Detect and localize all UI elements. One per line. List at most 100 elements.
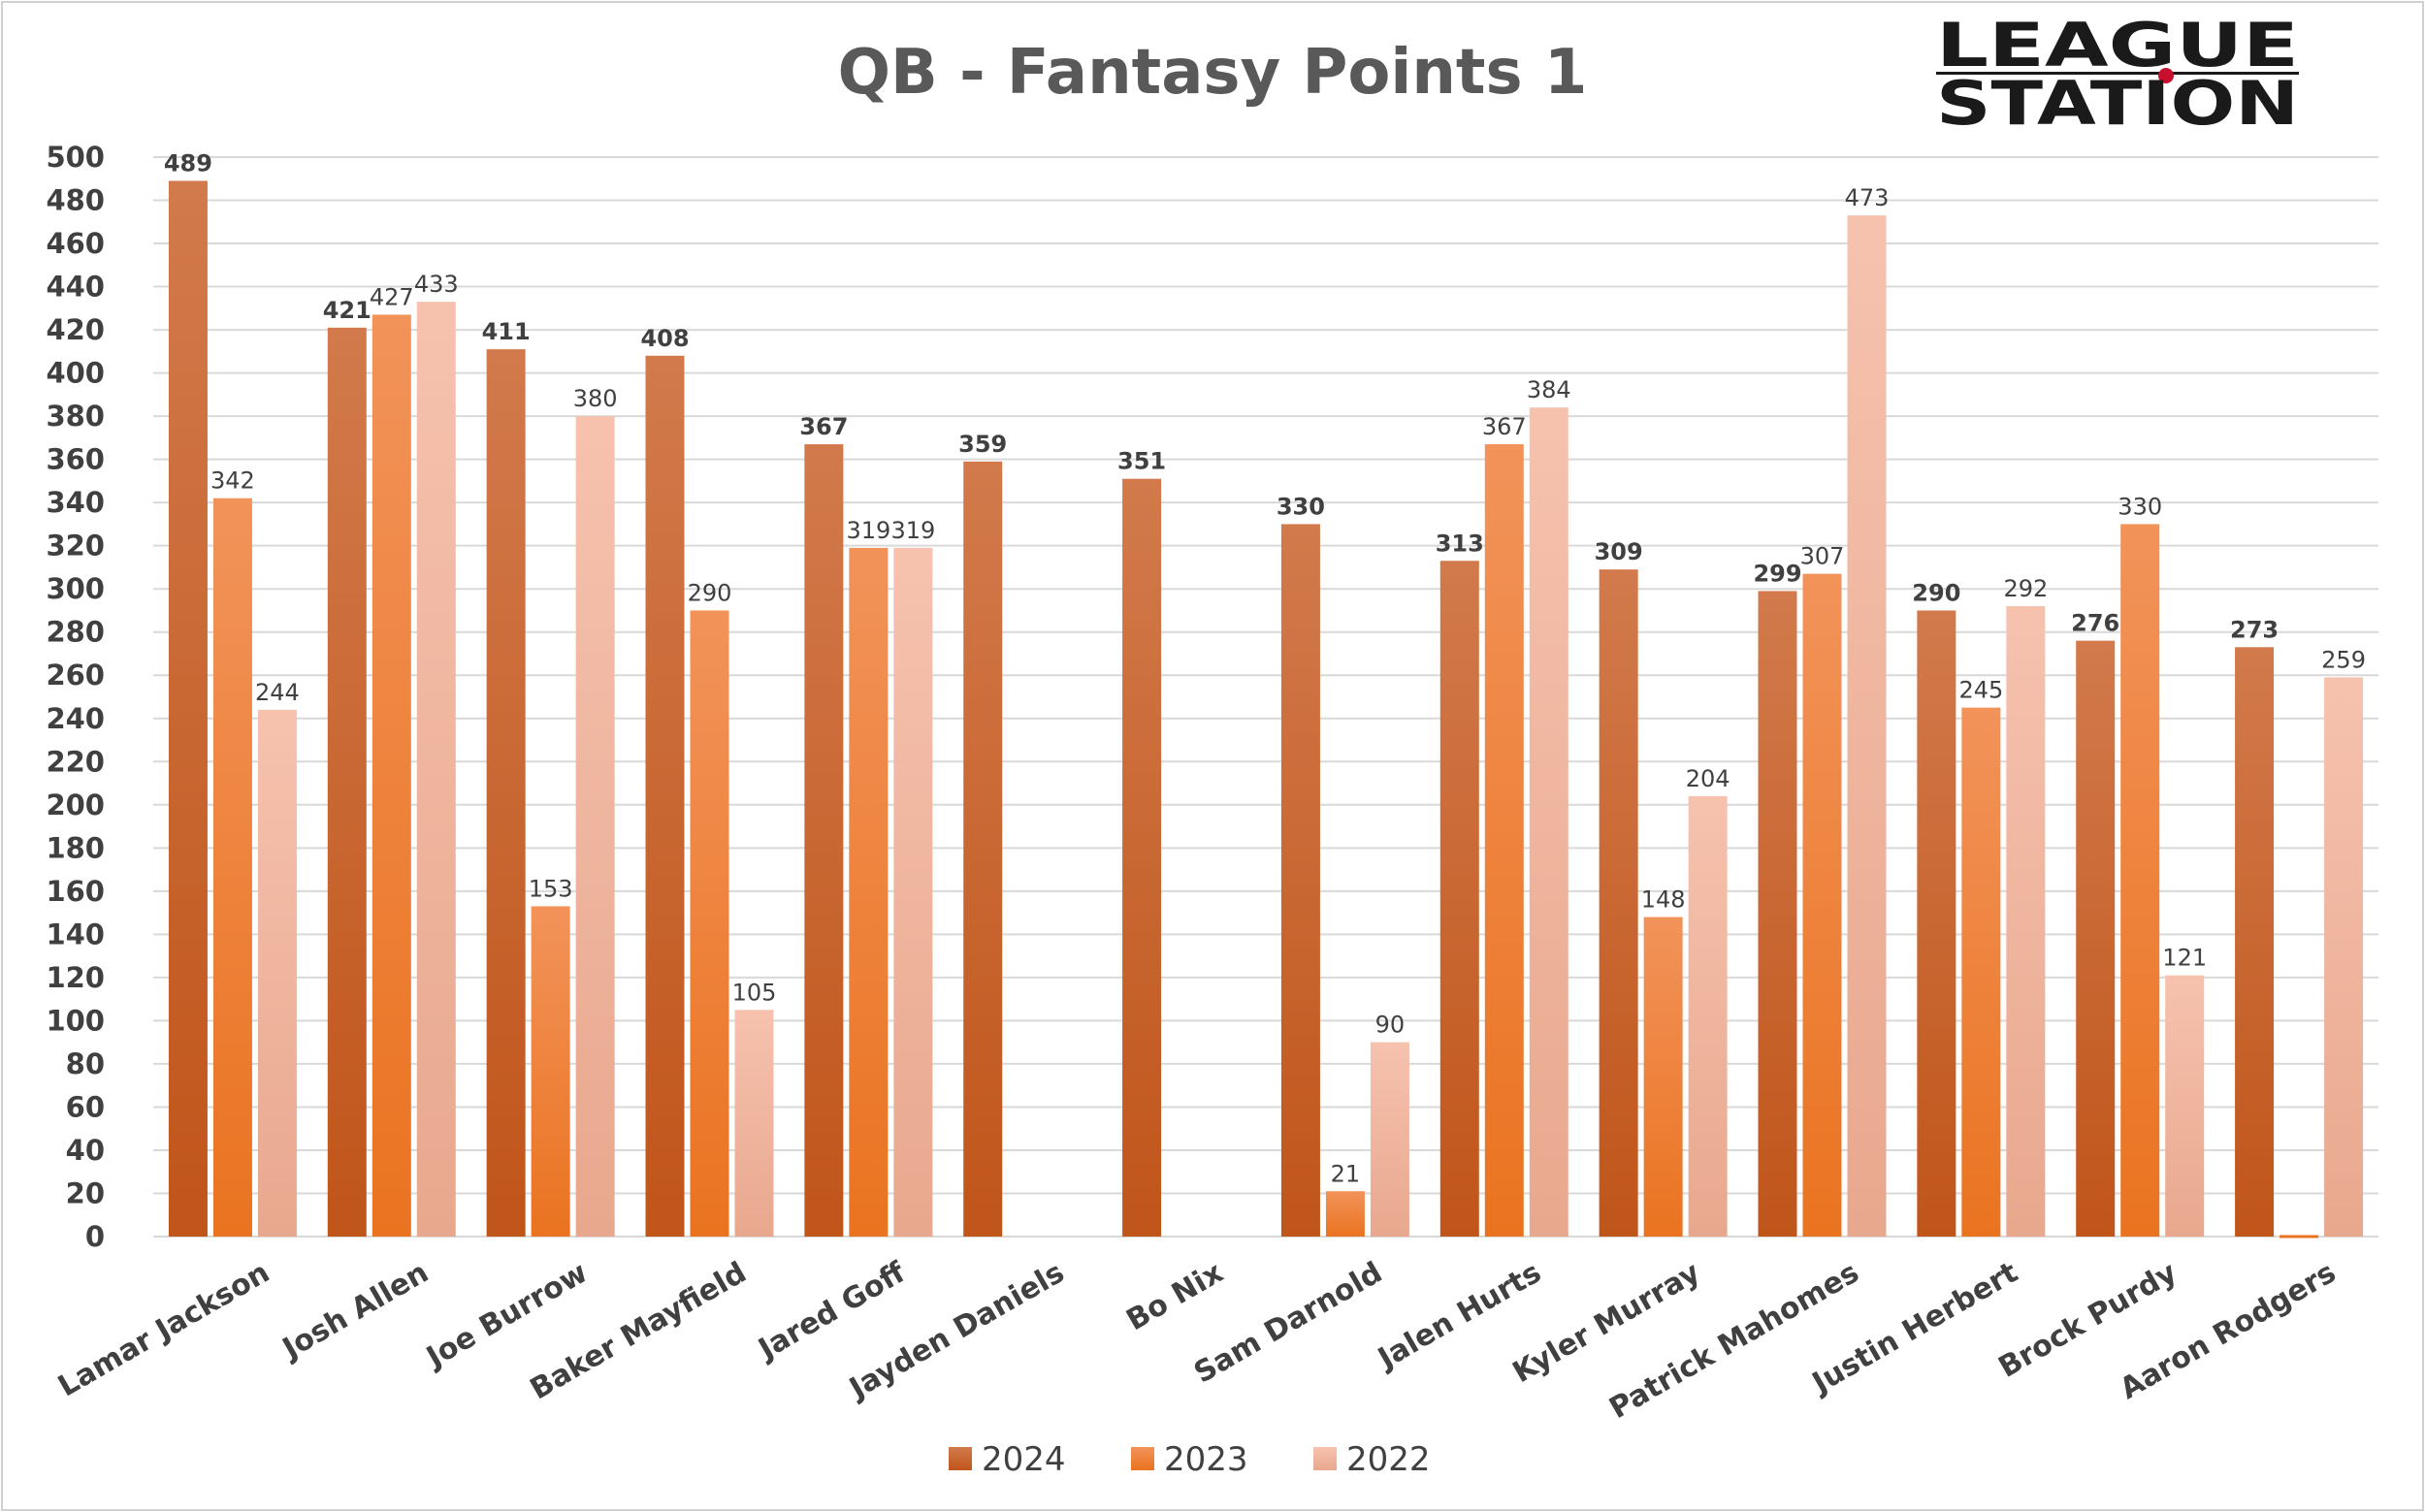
y-tick-label: 340 <box>46 486 105 519</box>
data-label: 473 <box>1845 184 1890 211</box>
bar-2024 <box>963 461 1003 1238</box>
data-label: 421 <box>323 297 372 324</box>
bar-2024 <box>2235 647 2275 1237</box>
data-label: 290 <box>688 579 732 606</box>
logo-divider <box>1936 72 2299 75</box>
y-tick-label: 300 <box>46 572 105 605</box>
data-label: 292 <box>2003 575 2048 602</box>
y-tick-label: 100 <box>46 1004 105 1037</box>
chart-title: QB - Fantasy Points 1 <box>838 37 1588 109</box>
data-label: 384 <box>1527 376 1571 403</box>
bar-2022 <box>257 709 297 1237</box>
bar-2022 <box>893 547 933 1237</box>
data-label: 105 <box>732 979 777 1006</box>
bar-2022 <box>575 416 615 1237</box>
bar-2022 <box>2324 677 2364 1237</box>
bar-2023 <box>1325 1191 1365 1237</box>
data-label: 359 <box>958 431 1007 458</box>
bars <box>168 180 2364 1239</box>
league-station-logo: LEAGUE STATION <box>1936 10 2299 139</box>
bar-2023 <box>531 906 570 1237</box>
legend-label: 2023 <box>1164 1440 1248 1479</box>
y-tick-label: 0 <box>85 1220 105 1253</box>
data-label: 148 <box>1641 886 1686 914</box>
data-label: 330 <box>1277 493 1325 520</box>
data-label: 342 <box>210 467 255 495</box>
bar-2024 <box>1439 561 1479 1237</box>
y-tick-label: 60 <box>66 1090 105 1123</box>
data-label: 273 <box>2230 616 2279 643</box>
logo-dot-icon <box>2158 68 2174 83</box>
bar-2024 <box>804 444 844 1238</box>
bar-2023 <box>849 547 889 1237</box>
data-label: 411 <box>482 318 531 345</box>
bar-2023 <box>1802 573 1842 1237</box>
bar-2024 <box>1599 569 1638 1237</box>
bar-2022 <box>2165 975 2205 1237</box>
data-label: 307 <box>1800 543 1845 570</box>
legend: 2024 2023 2022 <box>949 1440 1431 1479</box>
data-label: 244 <box>255 679 300 706</box>
legend-label: 2024 <box>982 1440 1066 1479</box>
bar-2023 <box>1484 444 1524 1238</box>
data-label: 245 <box>1958 677 2003 704</box>
bar-2024 <box>645 355 685 1237</box>
y-tick-label: 320 <box>46 530 105 563</box>
bar-2024 <box>1917 610 1956 1237</box>
y-tick-label: 120 <box>46 961 105 994</box>
data-label: 489 <box>164 149 212 177</box>
y-tick-label: 160 <box>46 875 105 908</box>
bar-2023 <box>690 610 729 1237</box>
bar-2023 <box>2120 524 2160 1237</box>
data-label: 427 <box>370 283 414 310</box>
y-tick-label: 140 <box>46 917 105 950</box>
y-tick-label: 400 <box>46 357 105 390</box>
y-tick-label: 420 <box>46 313 105 346</box>
y-tick-label: 80 <box>66 1047 105 1080</box>
data-label: 380 <box>573 385 618 412</box>
y-tick-label: 360 <box>46 443 105 476</box>
y-tick-label: 460 <box>46 227 105 260</box>
data-label: 313 <box>1436 530 1484 557</box>
bar-2024 <box>1122 478 1162 1237</box>
bar-2023 <box>1961 707 2001 1237</box>
y-tick-label: 20 <box>66 1176 105 1209</box>
bar-2022 <box>2006 606 2046 1237</box>
logo-line2: STATION <box>1936 68 2299 139</box>
y-tick-label: 440 <box>46 271 105 304</box>
y-tick-label: 240 <box>46 702 105 735</box>
logo-line1: LEAGUE <box>1936 10 2299 80</box>
legend-label: 2022 <box>1346 1440 1431 1479</box>
bar-2022 <box>734 1010 774 1237</box>
data-label: 367 <box>799 413 848 440</box>
y-tick-label: 260 <box>46 659 105 692</box>
data-label: 204 <box>1686 765 1730 792</box>
bar-2022 <box>1688 795 1728 1237</box>
bar-2024 <box>486 349 526 1237</box>
y-tick-label: 380 <box>46 400 105 433</box>
data-label: 153 <box>529 875 573 902</box>
y-tick-label: 200 <box>46 788 105 821</box>
data-label: 90 <box>1375 1012 1406 1039</box>
y-tick-label: 180 <box>46 831 105 864</box>
legend-swatch <box>1313 1447 1337 1470</box>
bar-2023 <box>372 314 411 1237</box>
bar-2022 <box>1370 1042 1409 1237</box>
bar-2024 <box>1758 591 1797 1237</box>
data-label: 299 <box>1753 560 1801 587</box>
data-label: 408 <box>640 325 689 352</box>
data-label: 309 <box>1595 538 1643 565</box>
bar-2023 <box>212 498 252 1237</box>
data-label: 319 <box>890 517 935 544</box>
y-axis-ticks: 0 20 40 60 80 100 120 140 160 180 200 220 240 260 280 3… <box>46 141 105 1253</box>
bar-2023 <box>1643 917 1683 1237</box>
data-label: 433 <box>414 271 459 298</box>
data-label: 330 <box>2118 493 2162 520</box>
y-tick-label: 500 <box>46 141 105 174</box>
y-tick-label: 280 <box>46 616 105 649</box>
data-label: 21 <box>1331 1160 1361 1187</box>
y-tick-label: 480 <box>46 184 105 217</box>
bar-2024 <box>1280 524 1320 1237</box>
bar-2024 <box>168 180 208 1238</box>
